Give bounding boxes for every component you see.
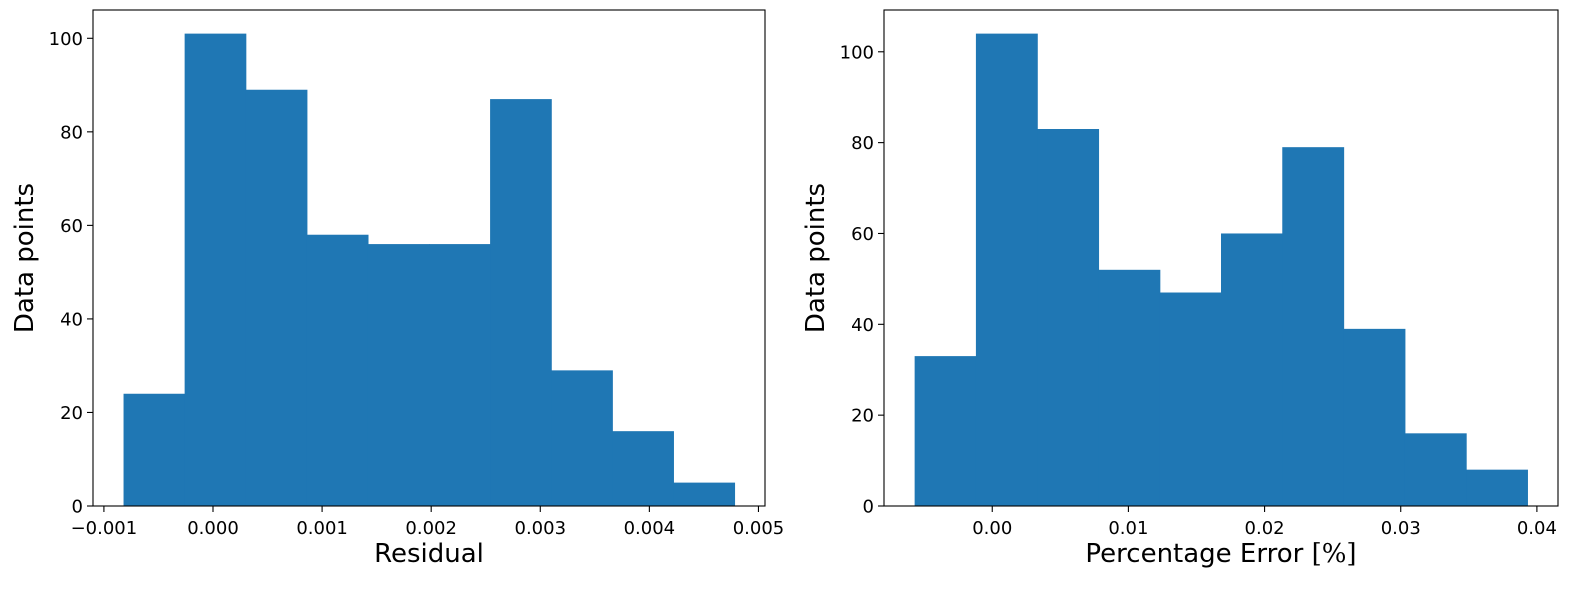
x-tick-label: 0.005 bbox=[733, 518, 785, 539]
y-axis-label: Data points bbox=[10, 183, 40, 333]
x-tick-label: 0.000 bbox=[187, 518, 239, 539]
x-tick-label: −0.001 bbox=[71, 518, 138, 539]
histogram-bar bbox=[1098, 269, 1161, 506]
histogram-bar bbox=[1404, 433, 1467, 506]
histogram-bar bbox=[1282, 147, 1345, 506]
y-tick-label: 60 bbox=[60, 216, 83, 237]
histogram-bar bbox=[184, 33, 247, 506]
x-tick-label: 0.02 bbox=[1245, 518, 1285, 539]
y-tick-label: 0 bbox=[863, 497, 874, 518]
histogram-bar bbox=[367, 244, 430, 506]
y-axis-label: Data points bbox=[801, 183, 831, 333]
residual-histogram-panel: −0.001 0.000 0.001 0.002 0.003 0.004 0.005 0 20 4… bbox=[10, 9, 785, 569]
x-axis-label: Residual bbox=[374, 539, 484, 569]
histogram-bar bbox=[551, 370, 613, 506]
histogram-bar bbox=[914, 356, 977, 506]
x-axis-label-text: Percentage Error bbox=[1085, 539, 1311, 569]
histogram-bar bbox=[1037, 129, 1100, 506]
axes-frame bbox=[92, 9, 766, 507]
x-axis-label-unit: [%] bbox=[1312, 539, 1357, 569]
histogram-bar bbox=[1343, 328, 1406, 506]
axes-frame bbox=[883, 9, 1559, 507]
y-tick-label: 80 bbox=[60, 122, 83, 143]
histogram-bar bbox=[612, 431, 674, 506]
y-tick-label: 100 bbox=[49, 29, 83, 50]
y-tick-label: 80 bbox=[851, 133, 874, 154]
x-tick-label: 0.04 bbox=[1517, 518, 1557, 539]
histogram-bar bbox=[306, 234, 369, 506]
histogram-bar bbox=[1466, 469, 1528, 506]
y-tick-label: 20 bbox=[851, 406, 874, 427]
x-tick-label: 0.003 bbox=[515, 518, 567, 539]
histogram-bar bbox=[245, 89, 308, 506]
histogram-bar bbox=[673, 482, 736, 506]
percentage-error-histogram-panel: 0.00 0.01 0.02 0.03 0.04 0 20 40 60 80 100 Data poi… bbox=[801, 9, 1559, 569]
histogram-bar bbox=[490, 99, 552, 506]
y-tick-label: 0 bbox=[72, 497, 83, 518]
x-tick-label: 0.002 bbox=[405, 518, 457, 539]
y-tick-label: 60 bbox=[851, 224, 874, 245]
y-tick-label: 100 bbox=[840, 42, 874, 63]
y-tick-label: 40 bbox=[60, 309, 83, 330]
y-tick-label: 20 bbox=[60, 403, 83, 424]
x-tick-label: 0.01 bbox=[1108, 518, 1148, 539]
x-tick-label: 0.001 bbox=[296, 518, 348, 539]
histogram-bar bbox=[1159, 292, 1222, 506]
x-tick-label: 0.00 bbox=[972, 518, 1012, 539]
histogram-bar bbox=[429, 244, 491, 506]
histogram-bar bbox=[975, 33, 1038, 506]
histogram-bar bbox=[1221, 233, 1283, 506]
x-axis-label: Percentage Error [%] bbox=[1085, 539, 1356, 569]
y-tick-label: 40 bbox=[851, 315, 874, 336]
x-tick-label: 0.03 bbox=[1381, 518, 1421, 539]
x-tick-label: 0.004 bbox=[624, 518, 676, 539]
histogram-bar bbox=[123, 393, 186, 506]
